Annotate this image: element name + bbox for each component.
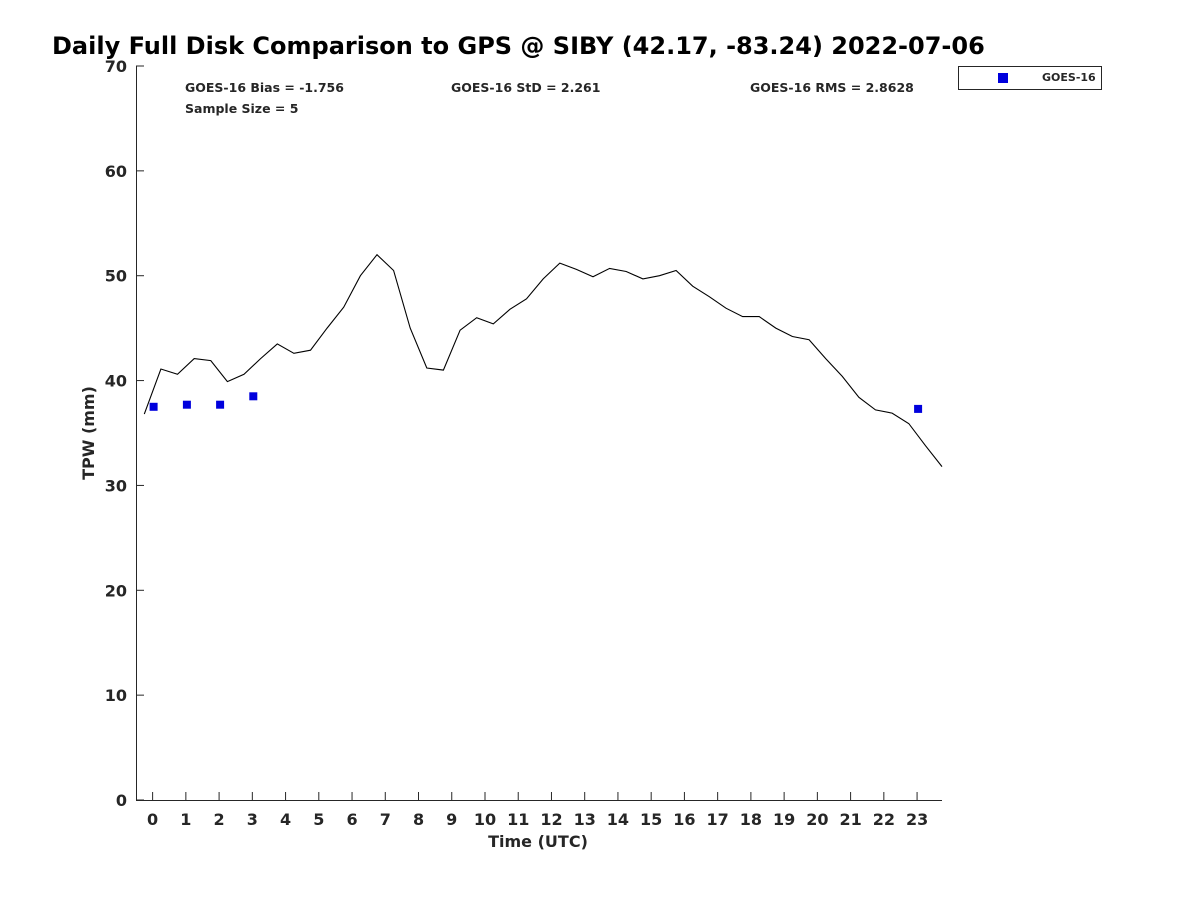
plot-marks [143, 253, 943, 467]
x-tick-label: 18 [740, 810, 762, 829]
x-tick-label: 15 [640, 810, 662, 829]
stat-std: GOES-16 StD = 2.261 [451, 80, 600, 95]
x-tick-label: 9 [446, 810, 457, 829]
goes16-point [249, 392, 258, 401]
legend-box [958, 66, 1102, 90]
goes16-point [914, 404, 923, 413]
y-axis-label: TPW (mm) [79, 386, 98, 480]
x-tick-label: 19 [773, 810, 795, 829]
x-tick-label: 16 [673, 810, 695, 829]
x-tick-label: 22 [873, 810, 895, 829]
goes16-point [149, 402, 158, 411]
x-tick-label: 2 [214, 810, 225, 829]
x-tick-label: 13 [574, 810, 596, 829]
x-tick-label: 1 [180, 810, 191, 829]
legend: GOES-16 [958, 66, 1102, 90]
y-tick-label: 0 [116, 791, 127, 810]
x-tick-label: 11 [507, 810, 529, 829]
legend-label-goes16: GOES-16 [1042, 71, 1096, 84]
x-tick-label: 20 [806, 810, 828, 829]
y-tick-label: 50 [105, 267, 127, 286]
x-tick-label: 8 [413, 810, 424, 829]
y-tick-label: 20 [105, 581, 127, 600]
x-tick-label: 17 [707, 810, 729, 829]
x-tick-label: 5 [313, 810, 324, 829]
stat-sample-size: Sample Size = 5 [185, 101, 298, 116]
x-tick-label: 0 [147, 810, 158, 829]
x-tick-label: 4 [280, 810, 291, 829]
axes [136, 66, 942, 801]
x-tick-label: 12 [540, 810, 562, 829]
x-tick-label: 3 [247, 810, 258, 829]
x-tick-label: 10 [474, 810, 496, 829]
gps-tpw-line [143, 253, 943, 467]
x-tick-label: 21 [839, 810, 861, 829]
x-axis-ticks: 0 1 2 3 4 5 6 7 8 9 10 11 12 13 14 15 16 17 18 19 20 21 22 23 [147, 792, 928, 829]
x-tick-label: 14 [607, 810, 629, 829]
y-tick-label: 70 [105, 57, 127, 76]
chart-title: Daily Full Disk Comparison to GPS @ SIBY… [52, 32, 985, 60]
stat-bias: GOES-16 Bias = -1.756 [185, 80, 344, 95]
legend-marker-goes16 [998, 73, 1008, 83]
y-tick-label: 60 [105, 162, 127, 181]
x-tick-label: 7 [380, 810, 391, 829]
x-tick-label: 23 [906, 810, 928, 829]
y-axis-ticks: 0 10 20 30 40 50 60 70 [105, 57, 144, 810]
y-tick-label: 30 [105, 476, 127, 495]
stat-rms: GOES-16 RMS = 2.8628 [750, 80, 914, 95]
x-tick-label: 6 [346, 810, 357, 829]
x-axis-label: Time (UTC) [488, 832, 588, 851]
y-tick-label: 40 [105, 372, 127, 391]
goes16-point [182, 400, 191, 409]
y-tick-label: 10 [105, 686, 127, 705]
goes16-point [216, 400, 225, 409]
